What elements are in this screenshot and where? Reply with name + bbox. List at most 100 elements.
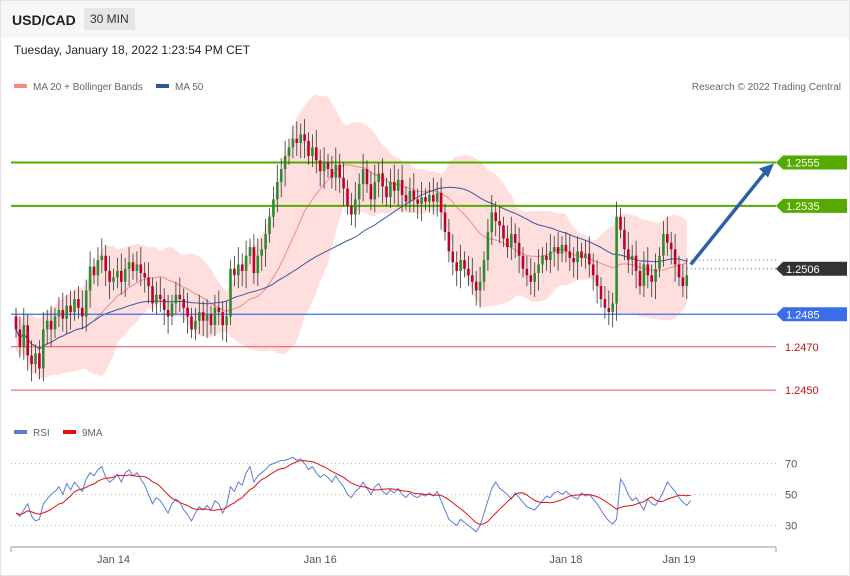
candle-body — [45, 320, 49, 330]
candle-body — [213, 307, 217, 326]
candle-body — [123, 268, 127, 282]
candle-body — [139, 264, 143, 274]
candle-body — [393, 182, 396, 191]
candle-body — [677, 264, 681, 278]
candle-body — [455, 262, 458, 271]
x-tick-jan-18: Jan 18 — [549, 554, 582, 566]
candle-body — [568, 251, 572, 258]
candle-body — [506, 238, 509, 248]
time-axis: Jan 14 Jan 16 Jan 18 Jan 19 — [10, 546, 777, 566]
candle-body — [205, 314, 209, 321]
candle-body — [478, 281, 482, 291]
candle-body — [264, 234, 267, 250]
candle-body — [552, 247, 556, 252]
candle-body — [615, 216, 618, 304]
candle-body — [69, 305, 72, 313]
candle-body — [572, 257, 575, 263]
candle-body — [521, 255, 525, 269]
candle-body — [112, 277, 115, 282]
candle-body — [634, 255, 638, 271]
ma20-line — [15, 164, 688, 350]
candle-body — [198, 312, 201, 321]
ma50-line — [15, 186, 687, 350]
candle-body — [174, 294, 178, 304]
candle-body — [201, 312, 205, 321]
candle-body — [159, 294, 162, 300]
candle-body — [650, 275, 653, 282]
candle-body — [607, 307, 611, 313]
candle-body — [560, 244, 564, 254]
candle-body — [268, 216, 271, 235]
candle-body — [240, 264, 244, 271]
candle-body — [190, 316, 193, 330]
forecast-arrow-shaft — [689, 171, 767, 266]
rsi-ma-line — [15, 460, 691, 526]
candle-body — [61, 309, 65, 319]
candle-body — [92, 266, 96, 276]
candle-body — [588, 253, 591, 265]
candle-body — [381, 173, 384, 187]
candle-body — [307, 140, 310, 157]
candle-body — [611, 303, 614, 313]
candle-body — [260, 249, 263, 256]
candle-body — [170, 303, 174, 317]
candle-body — [330, 169, 334, 178]
candle-body — [22, 325, 26, 347]
ma20-legend-label: MA 20 + Bollinger Bands — [33, 82, 143, 93]
candle-body — [416, 199, 419, 204]
candle-body — [467, 268, 470, 276]
candle-body — [432, 195, 435, 202]
candle-body — [120, 270, 123, 282]
candle-body — [404, 195, 408, 202]
candle-body — [666, 234, 669, 243]
candle-body — [541, 255, 544, 265]
candle-body — [459, 260, 462, 271]
candle-body — [244, 255, 248, 271]
candle-body — [311, 147, 314, 157]
candle-body — [318, 160, 322, 172]
candle-body — [182, 299, 185, 308]
bollinger-band-fill — [16, 94, 687, 380]
candle-body — [365, 169, 369, 185]
candle-body — [65, 305, 68, 319]
header-bar: USD/CAD 30 MIN — [1, 1, 849, 37]
candle-body — [143, 273, 146, 278]
candle-body — [186, 307, 189, 317]
candle-body — [178, 294, 182, 300]
rsi-tick-70: 70 — [785, 459, 797, 471]
candle-body — [315, 147, 318, 161]
timeframe-badge[interactable]: 30 MIN — [84, 8, 135, 30]
level-1-2470-label: 1.2470 — [785, 342, 819, 354]
candle-body — [30, 355, 33, 365]
candle-body — [322, 162, 326, 172]
rsi-ma-legend-label: 9MA — [82, 428, 103, 439]
level-1-2535-label: 1.2535 — [786, 201, 820, 213]
candle-body — [658, 255, 661, 269]
candle-body — [283, 156, 287, 170]
candle-body — [443, 212, 447, 232]
timestamp: Tuesday, January 18, 2022 1:23:54 PM CET — [14, 43, 251, 57]
candle-body — [81, 307, 84, 317]
candle-body — [287, 147, 291, 157]
moving-averages — [15, 164, 688, 350]
candle-body — [669, 242, 673, 250]
candle-body — [517, 242, 521, 256]
candle-body — [654, 268, 657, 282]
level-1-2555-tag — [776, 155, 847, 170]
candle-body — [73, 299, 76, 313]
candle-body — [412, 190, 416, 200]
level-1-2555-label: 1.2555 — [786, 158, 820, 170]
candle-body — [533, 273, 536, 282]
candle-body — [229, 268, 232, 317]
rsi-legend-swatch — [14, 430, 27, 434]
candle-body — [279, 169, 283, 183]
rsi-line — [15, 456, 692, 533]
candle-body — [256, 255, 260, 274]
candle-body — [295, 138, 299, 144]
level-1-2485-tag — [776, 307, 847, 322]
candle-body — [603, 299, 607, 308]
candle-body — [338, 164, 341, 178]
candle-body — [369, 184, 373, 200]
candle-body — [537, 264, 540, 274]
